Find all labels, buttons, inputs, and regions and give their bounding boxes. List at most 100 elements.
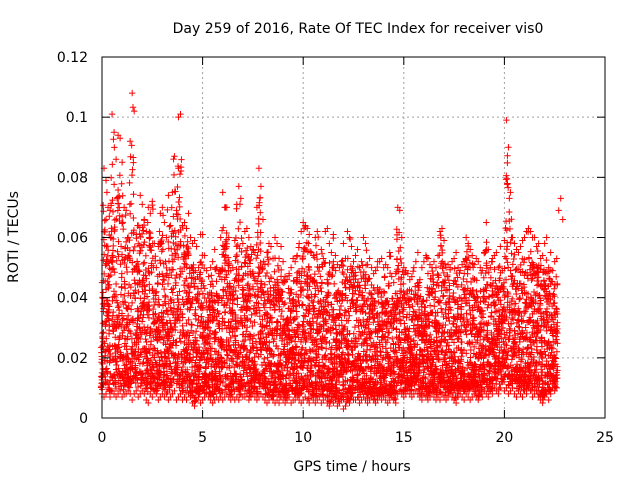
data-point <box>358 258 365 265</box>
data-point <box>259 265 266 272</box>
data-point <box>232 234 240 242</box>
data-point <box>326 240 333 247</box>
data-point <box>109 297 116 305</box>
data-point <box>176 170 184 178</box>
data-point <box>283 276 291 283</box>
data-point <box>291 258 299 265</box>
data-point <box>251 310 259 317</box>
data-point <box>206 340 213 348</box>
data-point <box>166 317 174 324</box>
data-point <box>132 368 139 376</box>
data-point <box>112 280 120 288</box>
data-point <box>140 217 148 224</box>
data-point <box>99 295 107 302</box>
data-point <box>107 266 115 273</box>
data-point <box>192 334 199 341</box>
data-point <box>146 243 153 251</box>
data-point <box>229 309 236 316</box>
data-point <box>255 165 263 172</box>
data-point <box>340 240 347 247</box>
data-point <box>199 290 207 297</box>
data-point <box>188 321 195 328</box>
data-point <box>261 261 269 268</box>
data-point <box>322 345 330 352</box>
data-point <box>126 201 134 208</box>
data-point <box>173 271 180 279</box>
data-point <box>236 201 244 208</box>
data-point <box>143 338 150 346</box>
data-point <box>294 330 301 338</box>
data-point <box>139 276 146 284</box>
data-point <box>255 220 262 228</box>
data-point <box>257 209 264 216</box>
data-point <box>271 234 279 241</box>
data-point <box>236 245 243 252</box>
data-point <box>134 315 141 322</box>
data-point <box>118 180 125 187</box>
data-point <box>165 257 173 265</box>
data-point <box>227 334 234 342</box>
data-point <box>278 288 285 295</box>
data-point <box>182 358 189 366</box>
data-point <box>191 310 199 318</box>
data-point <box>135 266 142 274</box>
data-point <box>305 240 312 247</box>
data-point <box>106 359 113 366</box>
data-point <box>188 363 196 371</box>
data-point <box>233 253 240 260</box>
data-point <box>190 269 197 276</box>
data-point <box>117 291 125 298</box>
data-point <box>179 223 186 231</box>
data-point <box>264 248 272 256</box>
data-point <box>111 293 118 300</box>
data-point <box>217 354 225 361</box>
data-point <box>122 238 130 246</box>
data-point <box>207 351 215 359</box>
data-point <box>253 241 260 249</box>
data-point <box>287 370 294 378</box>
data-point <box>115 336 123 343</box>
data-point <box>183 225 190 232</box>
data-point <box>274 318 281 325</box>
data-point <box>141 283 148 290</box>
data-point <box>133 369 140 376</box>
data-point <box>312 242 320 249</box>
data-point <box>171 188 178 195</box>
data-point <box>178 380 185 388</box>
data-point <box>344 350 351 358</box>
data-point <box>130 159 137 166</box>
data-point <box>248 311 255 319</box>
data-point <box>119 219 127 226</box>
data-point <box>292 303 299 310</box>
data-point <box>200 351 207 358</box>
data-point <box>183 320 190 327</box>
data-point <box>257 229 264 236</box>
data-point <box>121 292 128 300</box>
data-point <box>270 335 278 343</box>
data-point <box>397 244 404 251</box>
data-point <box>132 362 139 369</box>
data-point <box>412 258 420 265</box>
data-point <box>136 268 143 275</box>
data-point <box>155 296 162 303</box>
data-point <box>256 313 264 320</box>
data-point <box>188 321 196 329</box>
data-point <box>128 171 136 179</box>
data-point <box>178 351 185 358</box>
data-point <box>111 223 118 231</box>
data-point <box>252 338 260 345</box>
data-point <box>374 263 381 271</box>
data-point <box>287 290 294 297</box>
data-point <box>181 219 188 226</box>
data-point <box>151 240 158 247</box>
data-point <box>118 220 126 227</box>
data-point <box>135 306 142 314</box>
data-point <box>116 387 124 395</box>
data-point <box>168 266 176 273</box>
data-point <box>267 284 274 292</box>
data-point <box>215 310 223 317</box>
data-point <box>171 387 178 395</box>
data-point <box>223 243 230 250</box>
data-point <box>133 387 140 395</box>
data-point <box>171 352 178 359</box>
